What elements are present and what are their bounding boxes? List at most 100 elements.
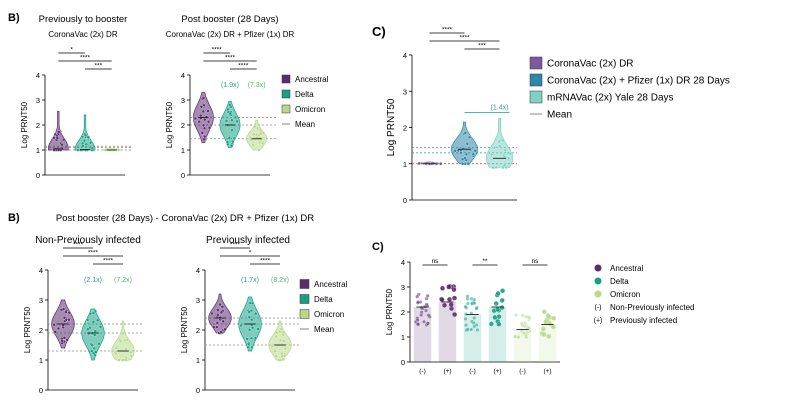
c_small-point (463, 316, 468, 321)
b_top_right-point (206, 120, 211, 124)
c-big-legend-swatch (529, 56, 543, 70)
b-top-legend-label: Ancestral (295, 75, 329, 84)
b_bottom_left-point (67, 318, 71, 322)
b_bottom_right-point (247, 328, 252, 332)
c_small-point (425, 321, 430, 326)
c_big-point (503, 163, 507, 167)
b_bottom_left-ytick-label: 2 (39, 326, 43, 335)
b_bottom_right-sig-label: **** (260, 258, 271, 265)
b_top_left-point (83, 148, 88, 152)
c_small-point (470, 301, 474, 306)
b_bottom_left-point (121, 331, 125, 336)
b_bottom_right-point (223, 327, 227, 331)
b_bottom_right-point (253, 336, 258, 340)
b-top-legend-swatch (281, 74, 291, 84)
b_top_right-point (228, 103, 232, 107)
b_bottom_left-point (123, 358, 128, 362)
c-small-legend-label: Ancestral (610, 264, 644, 273)
c_big-point (501, 165, 505, 170)
b_bottom_left-ytick-label: 0 (39, 386, 43, 395)
b_bottom_right-point (247, 315, 251, 319)
b_bottom_left-point (53, 330, 57, 334)
c-small-legend-symbol: (-) (595, 305, 602, 312)
c_big-point (498, 144, 502, 148)
b_bottom_left-point (67, 310, 71, 315)
b_top_right-point (230, 128, 234, 132)
b_bottom_left-point (93, 329, 97, 333)
c_big-point (468, 135, 472, 140)
b_bottom_left-point (62, 316, 67, 320)
c_small-point (415, 294, 420, 299)
b_bottom_right-point (280, 354, 284, 359)
c_big-point (466, 162, 471, 166)
c_big-ytick-label: 4 (403, 51, 407, 60)
b_bottom_left-point (114, 346, 118, 350)
c_big-point (502, 154, 506, 159)
c_small-point (465, 294, 470, 299)
c_small-point (541, 331, 547, 337)
b_bottom_right-sig-label: **** (230, 242, 241, 249)
b_bottom_right-point (215, 321, 219, 325)
c_small-point (474, 323, 479, 327)
b_top_left-point (88, 140, 93, 145)
c_small-point (415, 318, 420, 323)
c_big-ytick-label: 2 (403, 124, 407, 133)
c-small-legend-dot (594, 290, 602, 298)
b_top_right-point (202, 126, 207, 130)
c_big-ytick-label: 3 (403, 87, 407, 96)
c-small-legend-symbol: (+) (594, 318, 603, 325)
b_bottom_right-sig-label: * (249, 250, 252, 257)
b_bottom_left-point (114, 351, 118, 356)
c_small-xtick-label: (-) (469, 368, 476, 375)
c_small-bar (488, 307, 507, 362)
c_small-ytick-label: 4 (401, 258, 405, 267)
b_bottom_left-point (64, 310, 68, 314)
b-bottom-left-plot: 0 1 2 3 4 Log PRNT50 **** **** **** (2.1x) (7.2x) (23, 242, 144, 395)
b_bottom_right-point (218, 315, 222, 320)
c-big-legend: CoronaVac (2x) DR CoronaVac (2x) + Pfizer… (529, 56, 730, 121)
b_top_right-ytick-label: 3 (181, 96, 185, 105)
b_bottom_right-ytick-label: 0 (196, 386, 200, 395)
b_bottom_left-ytick-label: 3 (39, 296, 43, 305)
b_top_left-ylabel: Log PRNT50 (20, 101, 29, 148)
b_top_right-point (224, 119, 229, 123)
b_top_right-ytick-label: 0 (181, 171, 185, 180)
b_top_left-point (82, 138, 87, 143)
b_top_left-point (81, 144, 85, 148)
c_big-ylabel: Log PRNT50 (386, 98, 397, 156)
b-top-legend-swatch (281, 104, 291, 114)
b_bottom_right-point (245, 337, 249, 341)
b_top_left-point (55, 136, 59, 140)
b_bottom_right-point (250, 345, 254, 349)
c-small-legend-dot (594, 264, 602, 272)
b_bottom_left-point (52, 323, 56, 327)
b_top_right-fold-label: (7.3x) (248, 82, 266, 89)
b_bottom_left-point (124, 347, 128, 351)
b_bottom_right-point (221, 319, 225, 324)
c_small-ytick-label: 1 (401, 333, 405, 342)
b_top_right-point (201, 96, 206, 100)
b_bottom_left-sig-label: **** (73, 242, 84, 249)
c_small-xtick-label: (-) (519, 368, 526, 375)
c_big-point (497, 139, 501, 144)
b_top_left-point (103, 148, 107, 152)
c_big-point (417, 161, 421, 166)
b_top_left-ytick-label: 3 (36, 96, 40, 105)
b_bottom_left-point (88, 312, 92, 316)
b_top_left-point (84, 142, 88, 146)
c_big-sig-label: **** (442, 27, 453, 34)
b_bottom_left-point (87, 331, 91, 336)
b_top_left-ytick-label: 1 (36, 146, 40, 155)
c_small-point (499, 305, 505, 311)
b_top_left-point (60, 143, 64, 147)
b_top_left-point (79, 148, 83, 152)
c-small-legend-label: Omicron (610, 290, 640, 299)
b_bottom_left-point (117, 358, 121, 362)
b_bottom_left-point (121, 358, 125, 362)
c_small-xtick-label: (+) (443, 368, 451, 375)
b_top_right-point (206, 109, 210, 113)
section-label-c-small: C) (372, 241, 384, 253)
